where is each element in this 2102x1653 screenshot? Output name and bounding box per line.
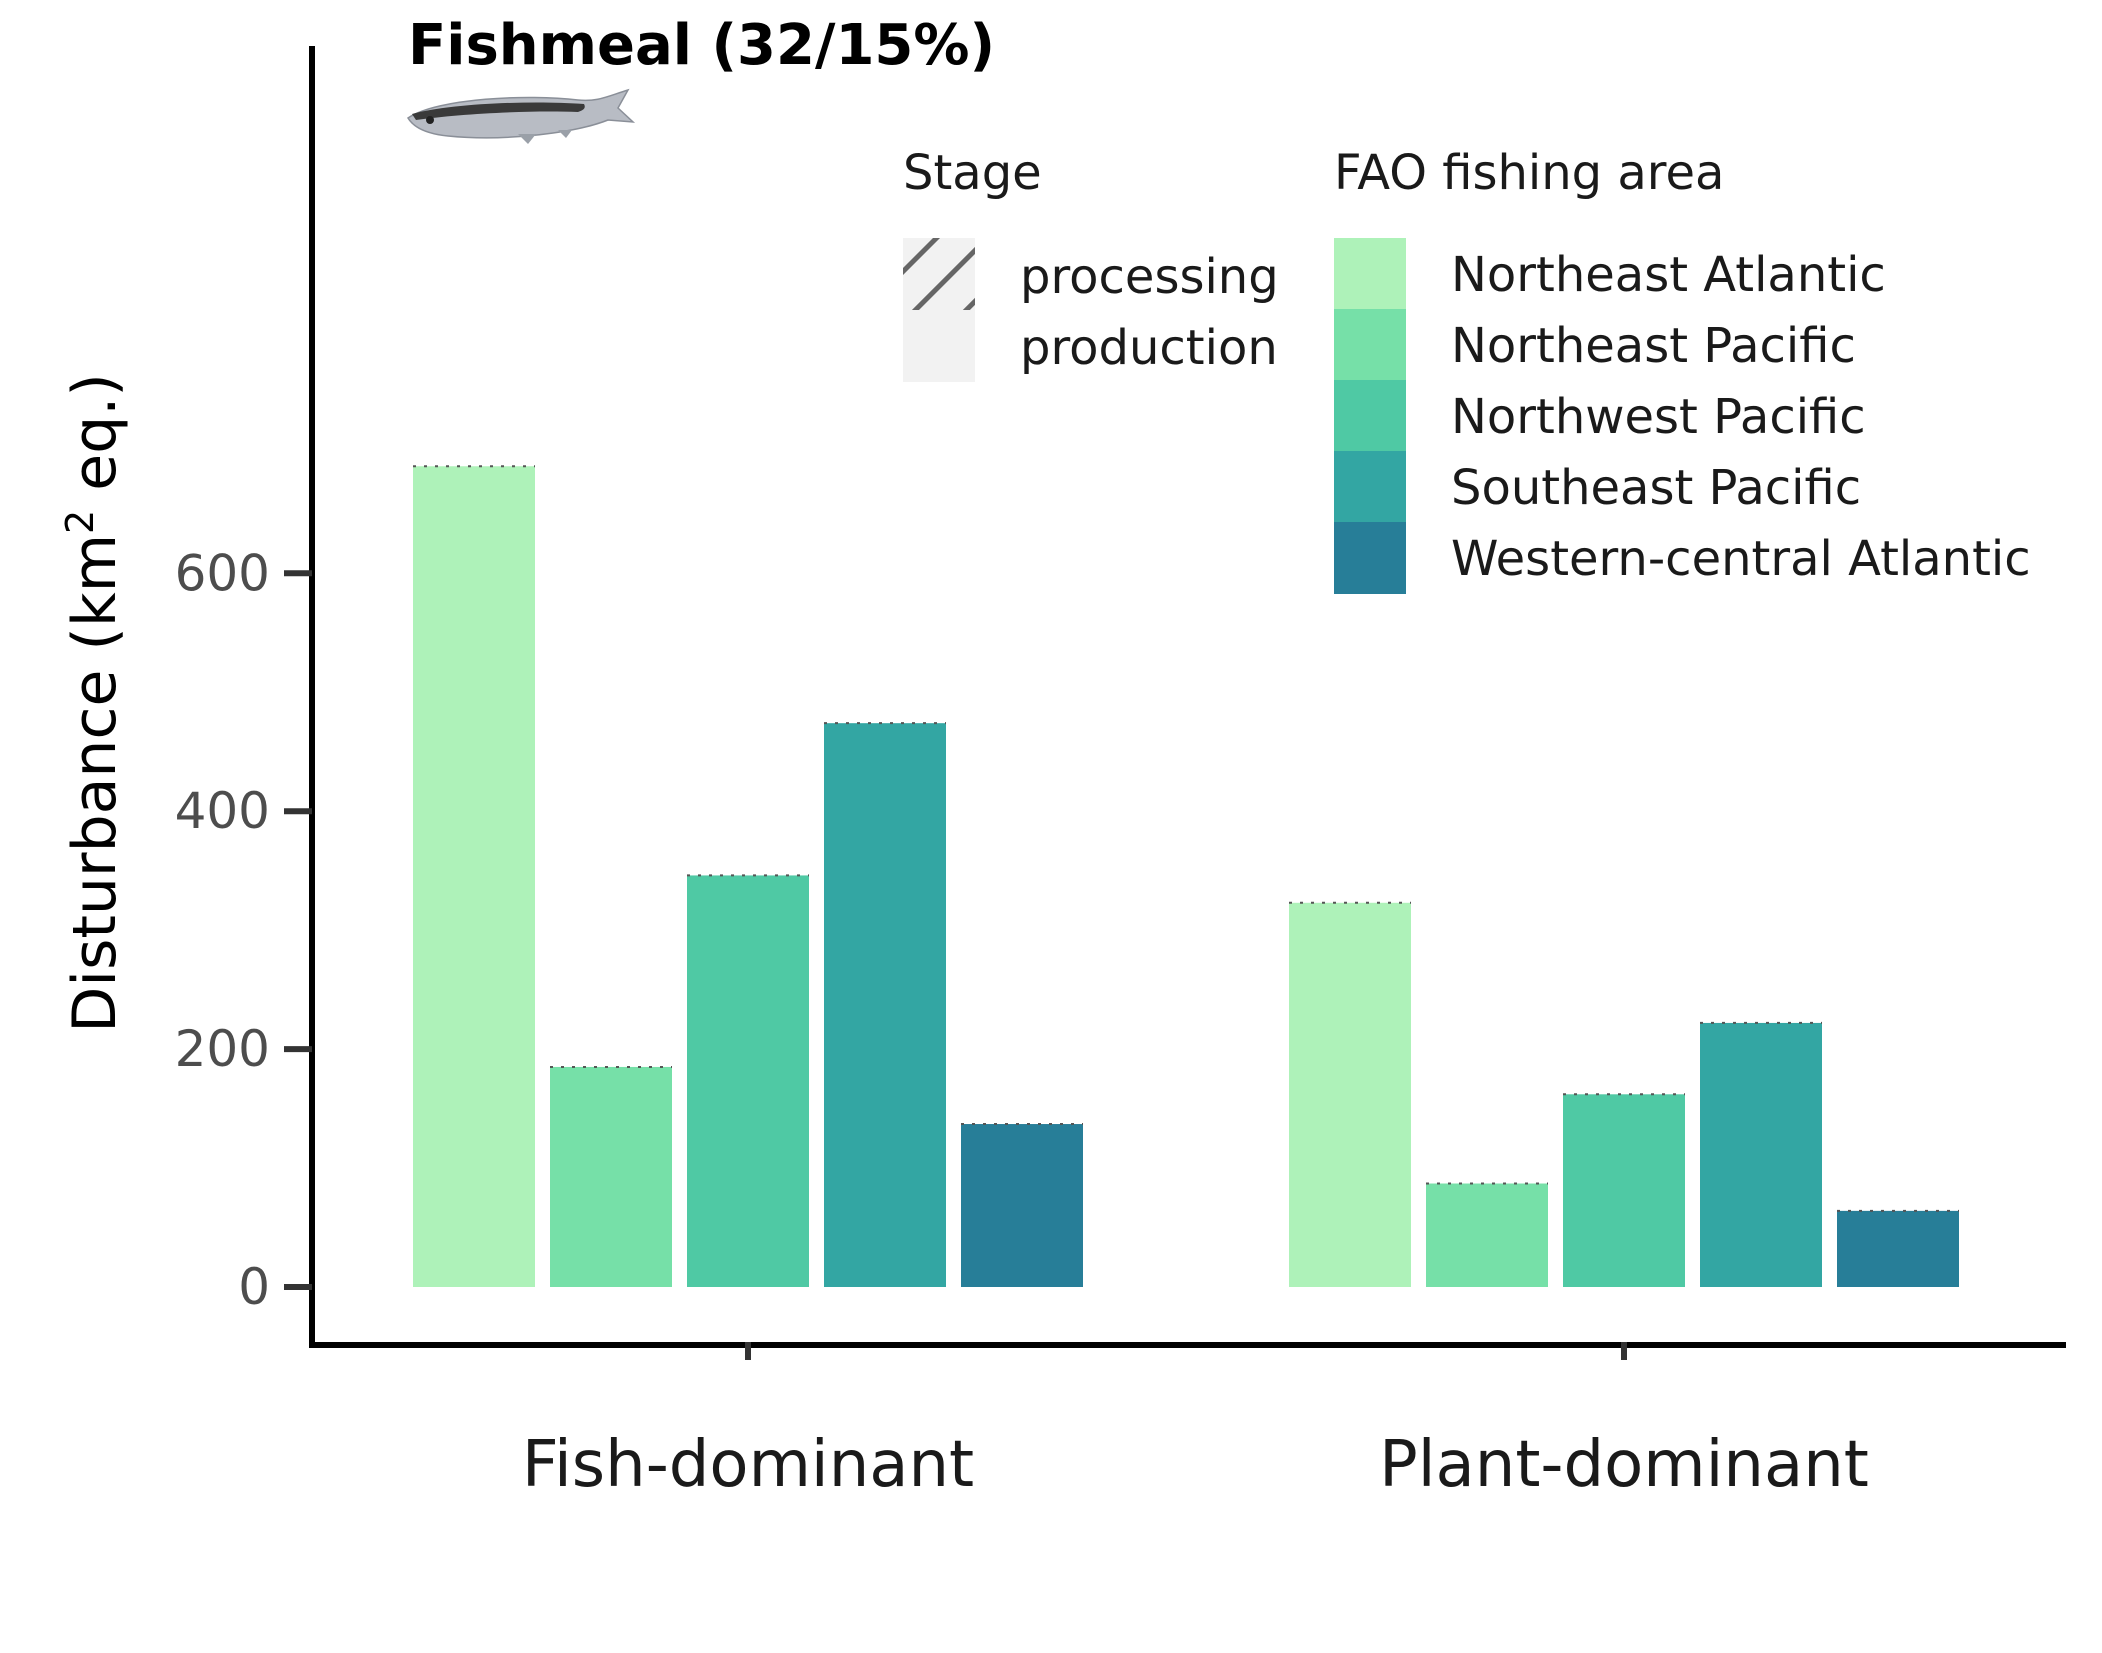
x-tick-label: Plant-dominant — [1379, 1428, 1869, 1502]
bar — [824, 723, 946, 1287]
area-key-swatch — [1334, 380, 1406, 452]
area-legend-title: FAO fishing area — [1334, 145, 1724, 201]
stage-key-processing — [903, 238, 975, 310]
bar — [961, 1124, 1083, 1287]
y-axis-label: Disturbance (km2 eq.) — [58, 373, 130, 1033]
y-tick-label: 0 — [238, 1258, 270, 1316]
area-key-label: Northeast Atlantic — [1451, 247, 1886, 303]
area-key-label: Western-central Atlantic — [1451, 531, 2031, 587]
y-tick-label: 400 — [175, 782, 270, 840]
area-key-label: Northeast Pacific — [1451, 318, 1856, 374]
anchovy-fish-icon — [406, 88, 636, 144]
bar — [1563, 1094, 1685, 1287]
area-key-swatch — [1334, 522, 1406, 594]
stage-key-production — [903, 310, 975, 382]
bar — [550, 1066, 672, 1287]
stage-legend-title: Stage — [903, 145, 1042, 201]
area-key-swatch — [1334, 451, 1406, 523]
stage-legend: Stage processing production — [903, 145, 1279, 382]
stage-label-processing: processing — [1020, 249, 1279, 305]
chart-title: Fishmeal (32/15%) — [408, 13, 995, 78]
y-axis-ticks: 0 200 400 600 — [175, 544, 312, 1316]
bar — [1700, 1022, 1822, 1287]
y-tick-label: 200 — [175, 1020, 270, 1078]
bars-group — [413, 465, 1959, 1287]
bar — [1837, 1210, 1959, 1287]
area-legend: FAO fishing area Northeast Atlantic North… — [1334, 145, 2031, 594]
stage-label-production: production — [1020, 320, 1278, 376]
area-key-swatch — [1334, 309, 1406, 381]
bar — [687, 875, 809, 1287]
bar — [413, 466, 535, 1287]
x-axis-ticks: Fish-dominant Plant-dominant — [522, 1342, 1869, 1502]
area-key-label: Northwest Pacific — [1451, 389, 1866, 445]
x-tick-label: Fish-dominant — [522, 1428, 974, 1502]
bar — [1289, 902, 1411, 1287]
area-key-swatch — [1334, 238, 1406, 310]
bar — [1426, 1183, 1548, 1287]
y-tick-label: 600 — [175, 544, 270, 602]
area-key-label: Southeast Pacific — [1451, 460, 1861, 516]
